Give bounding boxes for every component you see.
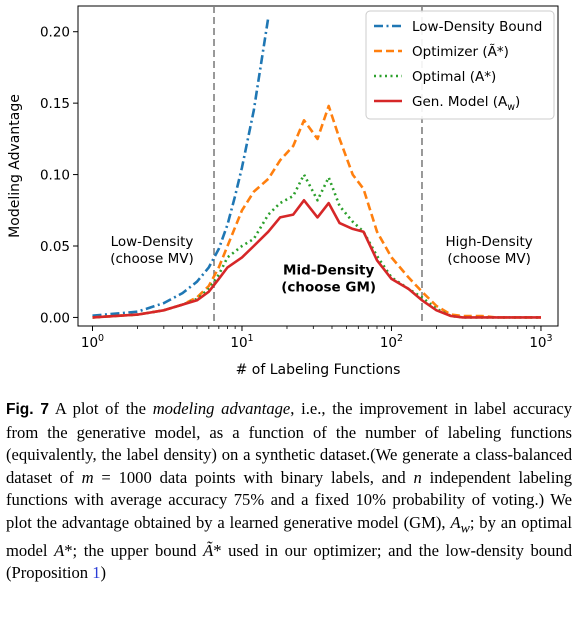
modeling-advantage-chart: 100 101 102 103 0.00 0.05 0.10 0.15 0.20 # of Lab… — [7, 5, 559, 378]
y-tick-label: 0.05 — [40, 239, 70, 255]
legend-box — [365, 10, 555, 120]
caption-text: A plot of the modeling advantage, i.e., … — [6, 399, 572, 583]
legend-label: Optimizer (Ã*) — [412, 43, 509, 60]
region-annotation: (choose MV) — [110, 251, 194, 267]
series-line — [92, 17, 270, 317]
legend-label: Low-Density Bound — [412, 19, 542, 35]
proposition-link[interactable]: 1 — [92, 563, 101, 583]
x-axis-label: # of Labeling Functions — [236, 362, 401, 378]
legend-label: Optimal (A*) — [412, 69, 496, 85]
y-tick-label: 0.00 — [40, 310, 70, 326]
x-tick-label: 101 — [230, 333, 253, 351]
y-tick-label: 0.10 — [40, 168, 70, 184]
x-tick-label: 103 — [529, 333, 552, 351]
region-annotation: Mid-Density — [283, 263, 374, 279]
figure-caption: Fig. 7 A plot of the modeling advantage,… — [6, 398, 572, 585]
series-line — [92, 104, 541, 319]
plot-frame — [77, 5, 559, 327]
region-annotation: High-Density — [446, 234, 533, 250]
x-tick-label: 100 — [81, 333, 104, 351]
legend-label: Gen. Model (Aw) — [412, 94, 520, 113]
chart-area: 100 101 102 103 0.00 0.05 0.10 0.15 0.20 # of Lab… — [7, 5, 559, 378]
region-annotation: Low-Density — [111, 234, 194, 250]
region-annotation: (choose MV) — [447, 251, 531, 267]
series-line — [92, 199, 541, 319]
x-tick-label: 102 — [380, 333, 403, 351]
caption-tail: ) — [100, 563, 107, 583]
y-tick-label: 0.15 — [40, 96, 70, 112]
legend: Low-Density Bound Optimizer (Ã*) Optimal (… — [365, 10, 555, 120]
caption-label: Fig. 7 — [6, 401, 50, 418]
region-annotation: (choose GM) — [281, 280, 376, 296]
y-tick-label: 0.20 — [40, 25, 70, 41]
y-axis-label: Modeling Advantage — [7, 94, 23, 238]
